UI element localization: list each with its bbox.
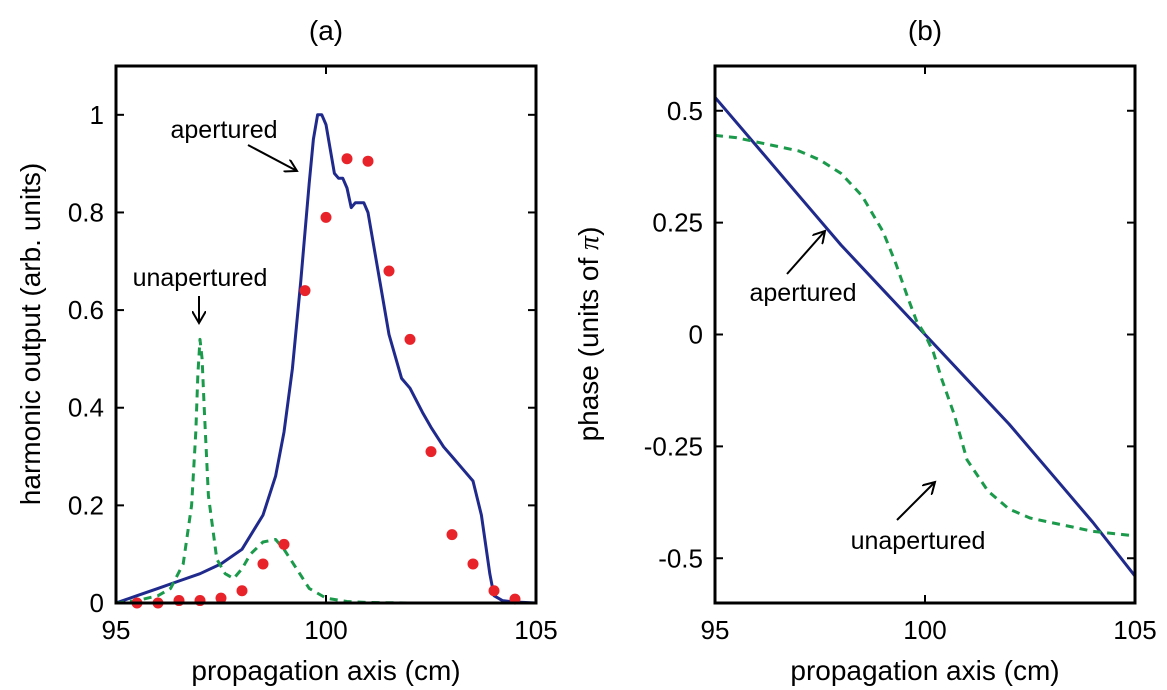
panel-a-point xyxy=(425,446,437,458)
panel-a-anno-apertured: apertured xyxy=(170,116,277,144)
panel-b-ylabel-symbol: π xyxy=(574,235,605,250)
panel-a-xlabel: propagation axis (cm) xyxy=(191,655,460,686)
panel-b-title: (b) xyxy=(908,15,942,46)
panel-a-point xyxy=(299,285,311,297)
panel-b-ytick-label: -0.25 xyxy=(644,431,703,461)
panel-a-anno-apertured-arrow xyxy=(247,144,297,171)
panel-b-xtick-label: 100 xyxy=(903,615,946,645)
panel-a-xtick-label: 105 xyxy=(514,615,557,645)
panel-a-ytick-label: 0.2 xyxy=(68,490,104,520)
panel-b-ytick-label: -0.5 xyxy=(658,543,703,573)
panel-b-anno-unapertured-arrow xyxy=(896,482,935,521)
panel-b-ytick-label: 0 xyxy=(689,320,703,350)
panel-a-point xyxy=(278,538,290,550)
panel-b-ytick-label: 0.5 xyxy=(667,96,703,126)
panel-b-ylabel: phase (units of π) xyxy=(573,227,605,442)
panel-a-point xyxy=(362,155,374,167)
panel-b: (b) 95 100 105 0.5 0.25 0 -0.25 -0.5 propagatio… xyxy=(573,15,1157,686)
panel-b-ylabel-tail: ) xyxy=(573,227,604,236)
panel-a-ytick-label: 1 xyxy=(90,100,104,130)
panel-b-xtick-label: 105 xyxy=(1113,615,1156,645)
panel-b-series-solid-line xyxy=(715,96,1135,578)
panel-a-title: (a) xyxy=(309,15,343,46)
panel-b-anno-apertured: apertured xyxy=(749,279,856,307)
panel-a-xtick-label: 95 xyxy=(102,615,131,645)
panel-a-series-solid-line xyxy=(116,113,536,603)
panel-a-ytick-label: 0.8 xyxy=(68,197,104,227)
panel-a-xtick-label: 100 xyxy=(304,615,347,645)
panel-b-anno-unapertured: unapertured xyxy=(851,527,986,555)
panel-a-ytick-label: 0.6 xyxy=(68,295,104,325)
panel-a-series xyxy=(116,113,536,609)
panel-a-ytick-label: 0 xyxy=(90,588,104,618)
panel-a-ytick-label: 0.4 xyxy=(68,393,104,423)
panel-a-point xyxy=(404,333,416,345)
panel-a-point xyxy=(215,592,227,604)
panel-b-xtick-label: 95 xyxy=(701,615,730,645)
panel-b-anno-apertured-arrow xyxy=(786,231,825,275)
panel-a-point xyxy=(383,265,395,277)
panel-a-point xyxy=(488,585,500,597)
panel-a-point xyxy=(257,558,269,570)
panel-a-point xyxy=(467,558,479,570)
panel-a: (a) 95 100 105 0 0.2 0.4 0.6 0.8 1 propagation a… xyxy=(15,15,558,686)
panel-b-ticks: 95 100 105 0.5 0.25 0 -0.25 -0.5 xyxy=(644,66,1157,645)
panel-b-series-dashed-line xyxy=(715,133,1135,538)
panel-a-ylabel: harmonic output (arb. units) xyxy=(15,163,46,505)
panel-b-series xyxy=(715,96,1135,578)
panel-a-ticks: 95 100 105 0 0.2 0.4 0.6 0.8 1 xyxy=(68,66,558,645)
panel-b-ylabel-main: phase (units of xyxy=(573,250,604,441)
panel-a-frame xyxy=(114,64,538,605)
panel-a-point xyxy=(236,585,248,597)
panel-a-anno-unapertured: unapertured xyxy=(133,264,268,292)
panel-a-point xyxy=(341,153,353,165)
panel-a-point xyxy=(320,211,332,223)
panel-a-point xyxy=(446,529,458,541)
panel-b-xlabel: propagation axis (cm) xyxy=(790,655,1059,686)
panel-b-ytick-label: 0.25 xyxy=(652,208,703,238)
